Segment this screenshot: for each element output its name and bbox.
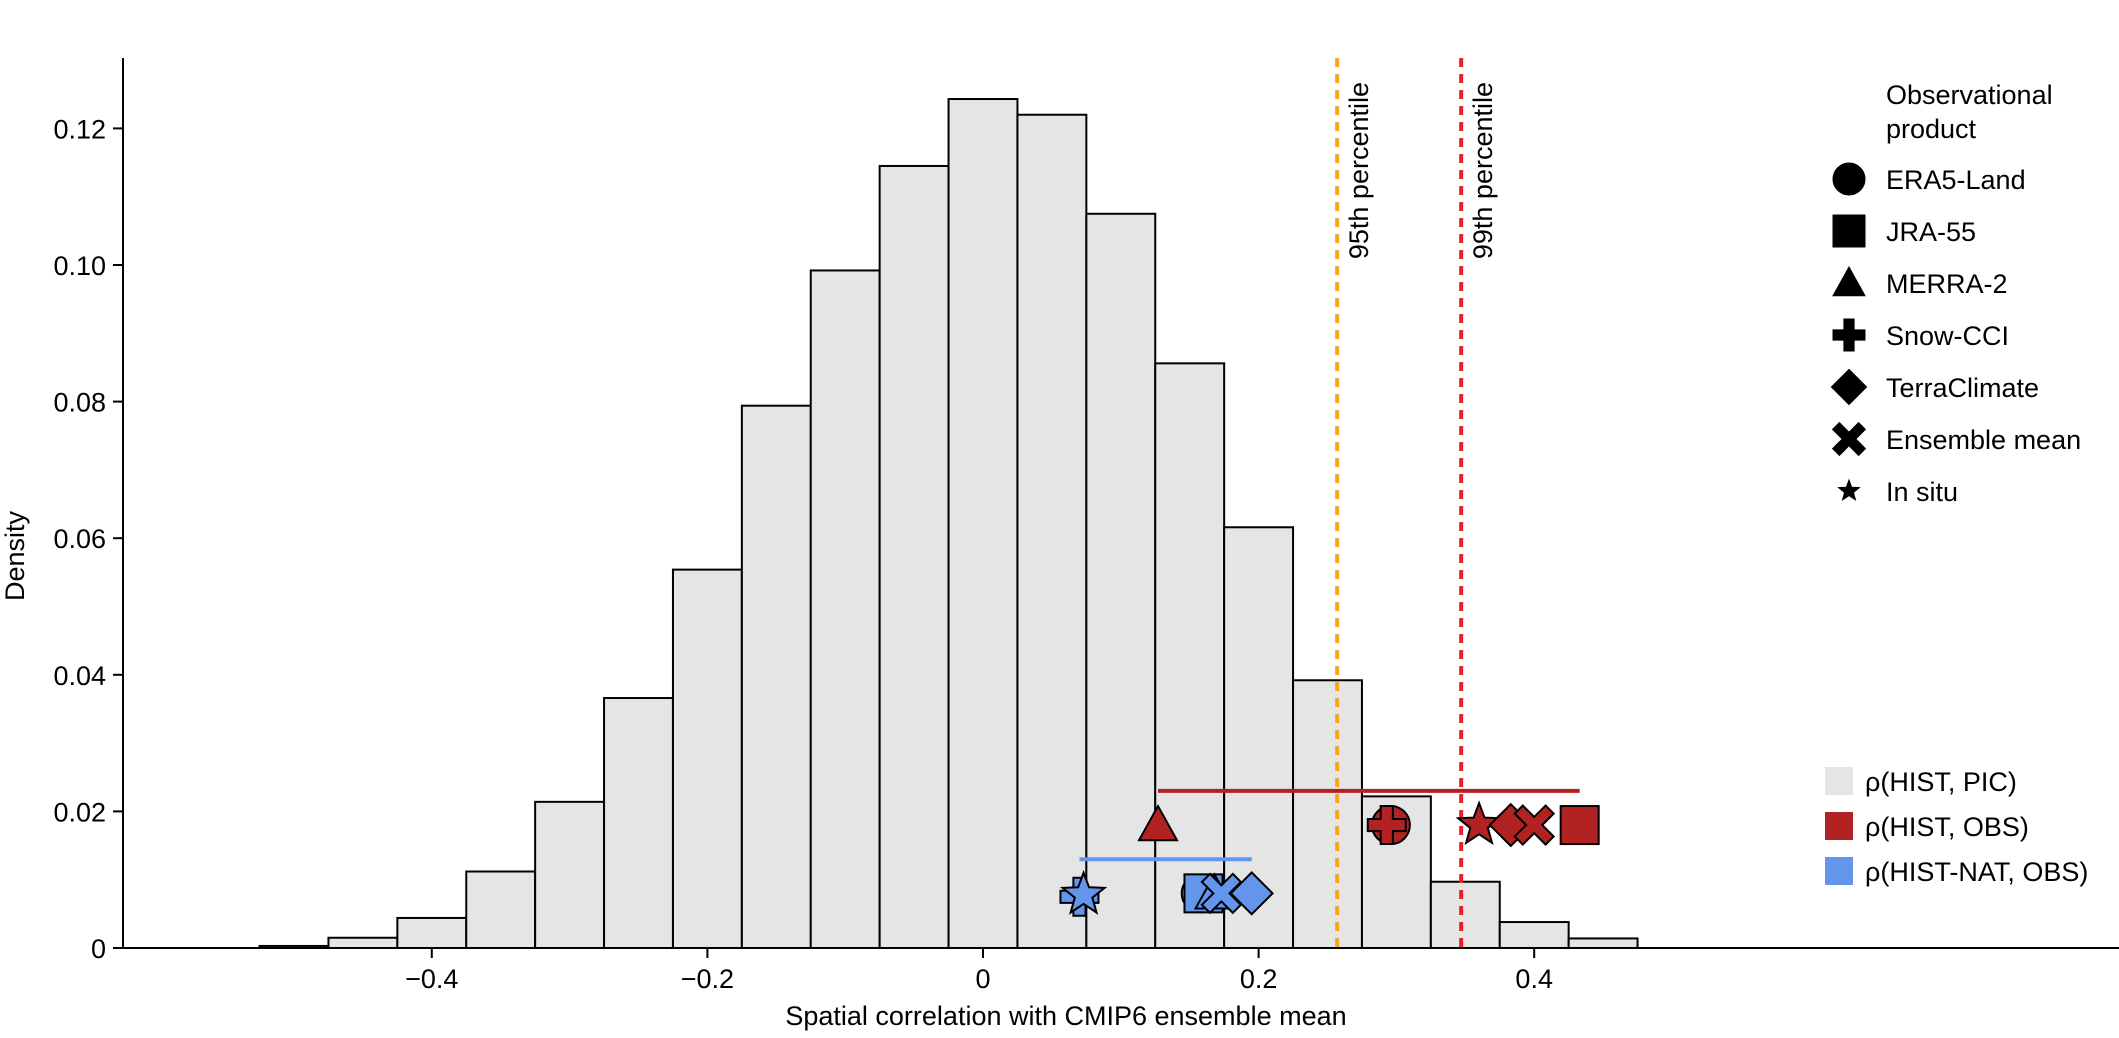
shape-legend: Observational product ERA5-Land JRA-55 MER… <box>1830 80 2081 507</box>
histogram-bar <box>465 870 537 950</box>
histogram-bar <box>671 568 743 949</box>
shape-legend-title-line1: Observational <box>1886 80 2053 110</box>
x-tick-label: 0 <box>975 964 990 994</box>
hist-obs-ensemble-mean-marker <box>1513 804 1556 846</box>
hist-obs-jra-55-marker <box>1559 805 1600 846</box>
legend-merra-2-icon <box>1832 265 1866 297</box>
legend-in-situ-icon <box>1837 478 1861 502</box>
x-axis-label: Spatial correlation with CMIP6 ensemble … <box>785 1001 1346 1031</box>
legend-terraclimate-icon <box>1830 368 1868 406</box>
histogram-bar <box>947 98 1019 949</box>
y-tick-label: 0.04 <box>53 661 106 691</box>
legend-ensemble-mean-icon <box>1831 421 1867 457</box>
histogram-bar <box>809 269 881 949</box>
x-tick-label: −0.4 <box>405 964 458 994</box>
color-legend-swatch <box>1825 857 1853 885</box>
y-ticks: 0 0.02 0.04 0.06 0.08 0.10 0.12 <box>53 114 123 964</box>
histogram-bar <box>603 697 674 949</box>
color-legend: ρ(HIST, PIC) ρ(HIST, OBS) ρ(HIST-NAT, OBS) <box>1825 767 2088 887</box>
y-tick-label: 0.08 <box>53 388 106 418</box>
legend-jra-55-label: JRA-55 <box>1886 217 1976 247</box>
color-legend-swatch <box>1825 767 1853 795</box>
color-legend-label: ρ(HIST-NAT, OBS) <box>1865 857 2088 887</box>
hist-obs-merra-2-marker <box>1137 804 1179 842</box>
histogram-bar <box>1016 113 1088 950</box>
range-lines <box>1079 788 1580 862</box>
color-legend-label: ρ(HIST, OBS) <box>1865 812 2029 842</box>
histogram-bar <box>1429 880 1501 950</box>
x-tick-label: 0.2 <box>1240 964 1278 994</box>
percentile-lines: 95th percentile 99th percentile <box>1335 58 1498 948</box>
legend-era5-land-label: ERA5-Land <box>1886 165 2026 195</box>
hist-obs-ensemble-mean-marker-shape <box>1513 804 1556 846</box>
hist-nat-obs-in-situ-marker <box>1059 869 1108 915</box>
x-tick-label: 0.4 <box>1515 964 1553 994</box>
histogram-bar <box>396 916 468 949</box>
hist-obs-in-situ-marker <box>1455 800 1503 846</box>
histogram-bar <box>1498 921 1570 950</box>
histogram-bar <box>1567 937 1639 949</box>
x-ticks: −0.4 −0.2 0 0.2 0.4 <box>405 948 1553 994</box>
y-tick-label: 0.02 <box>53 797 106 827</box>
observation-markers <box>1059 800 1600 917</box>
histogram-bar <box>327 936 399 950</box>
histogram-bar <box>878 164 950 949</box>
legend-jra-55-icon <box>1832 214 1866 248</box>
legend-era5-land-icon <box>1832 162 1866 196</box>
hist-nat-obs-terraclimate-marker <box>1229 871 1275 916</box>
y-axis-label: Density <box>0 510 30 601</box>
y-tick-label: 0 <box>91 934 106 964</box>
color-legend-swatch <box>1825 812 1853 840</box>
y-tick-label: 0.06 <box>53 524 106 554</box>
percentile-label-99: 99th percentile <box>1468 82 1498 259</box>
y-tick-label: 0.10 <box>53 251 106 281</box>
shape-legend-title-line2: product <box>1886 114 1977 144</box>
histogram-bar <box>1292 679 1363 949</box>
hist-obs-snow-cci-marker <box>1366 805 1407 846</box>
y-tick-label: 0.12 <box>53 114 106 144</box>
legend-terraclimate-label: TerraClimate <box>1886 373 2039 403</box>
histogram-bar <box>740 404 812 949</box>
legend-in-situ-label: In situ <box>1886 477 1958 507</box>
legend-merra-2-label: MERRA-2 <box>1886 269 2008 299</box>
axes: −0.4 −0.2 0 0.2 0.4 0 0.02 0.04 0.06 0.08 0.10 0.1… <box>0 58 2119 1031</box>
percentile-label-95: 95th percentile <box>1344 82 1374 259</box>
histogram-bars <box>258 98 1639 950</box>
histogram-bar <box>534 800 606 950</box>
color-legend-label: ρ(HIST, PIC) <box>1865 767 2017 797</box>
legend-ensemble-mean-icon-shape <box>1831 421 1867 457</box>
legend-ensemble-mean-label: Ensemble mean <box>1886 425 2081 455</box>
legend-snow-cci-label: Snow-CCI <box>1886 321 2009 351</box>
x-tick-label: −0.2 <box>681 964 734 994</box>
legend-snow-cci-icon <box>1832 318 1866 352</box>
